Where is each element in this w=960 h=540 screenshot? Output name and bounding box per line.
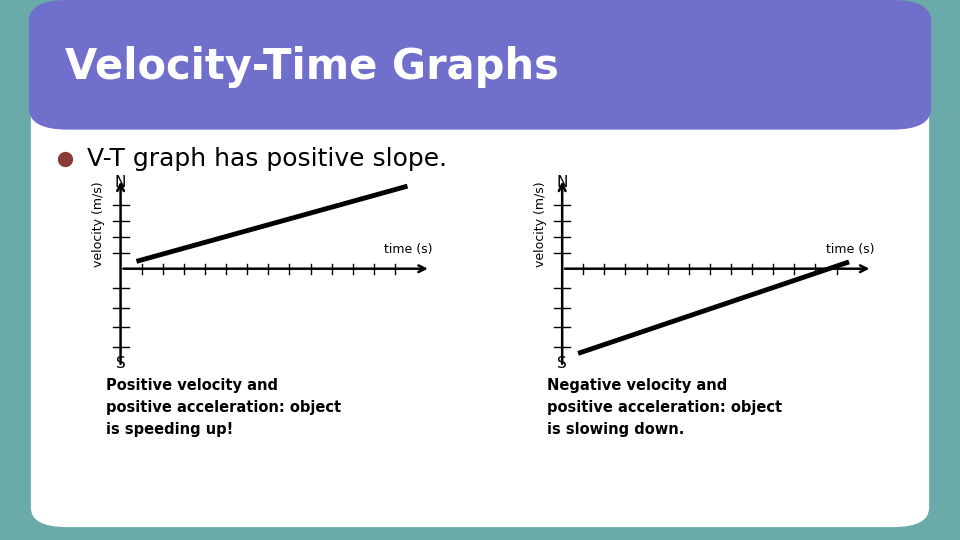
Text: N: N bbox=[557, 175, 568, 190]
Text: Positive velocity and
positive acceleration: object
is speeding up!: Positive velocity and positive accelerat… bbox=[106, 378, 341, 437]
Text: time (s): time (s) bbox=[384, 242, 432, 256]
Text: Velocity-Time Graphs: Velocity-Time Graphs bbox=[65, 46, 559, 89]
Text: velocity (m/s): velocity (m/s) bbox=[534, 181, 547, 267]
Text: V-T graph has positive slope.: V-T graph has positive slope. bbox=[87, 147, 447, 171]
Text: S: S bbox=[558, 356, 567, 370]
Text: Negative velocity and
positive acceleration: object
is slowing down.: Negative velocity and positive accelerat… bbox=[547, 378, 782, 437]
Text: N: N bbox=[115, 175, 127, 190]
Text: time (s): time (s) bbox=[826, 242, 874, 256]
Text: velocity (m/s): velocity (m/s) bbox=[92, 181, 106, 267]
Text: S: S bbox=[116, 356, 126, 370]
